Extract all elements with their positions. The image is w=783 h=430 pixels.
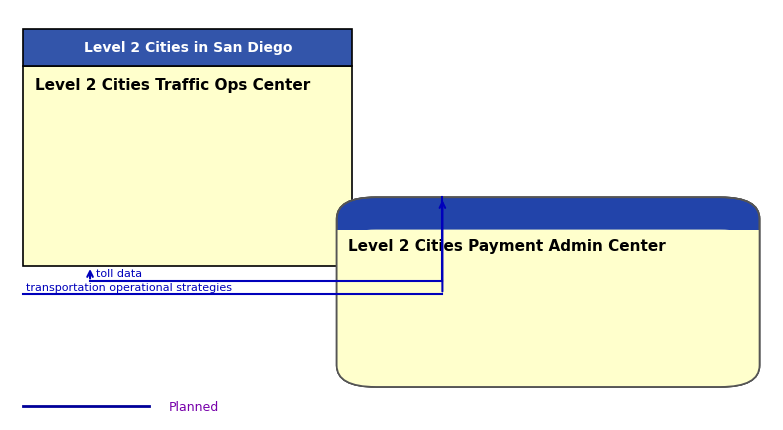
Text: toll data: toll data: [96, 268, 143, 278]
FancyBboxPatch shape: [337, 230, 760, 387]
Text: transportation operational strategies: transportation operational strategies: [26, 282, 232, 292]
Text: Level 2 Cities Traffic Ops Center: Level 2 Cities Traffic Ops Center: [35, 77, 311, 92]
FancyBboxPatch shape: [337, 198, 760, 387]
FancyBboxPatch shape: [23, 30, 352, 67]
FancyBboxPatch shape: [23, 67, 352, 267]
Text: Planned: Planned: [168, 400, 218, 413]
Text: Level 2 Cities Payment Admin Center: Level 2 Cities Payment Admin Center: [348, 239, 666, 254]
Bar: [337, 230, 760, 252]
FancyBboxPatch shape: [337, 198, 760, 387]
Text: Level 2 Cities in San Diego: Level 2 Cities in San Diego: [84, 41, 292, 55]
